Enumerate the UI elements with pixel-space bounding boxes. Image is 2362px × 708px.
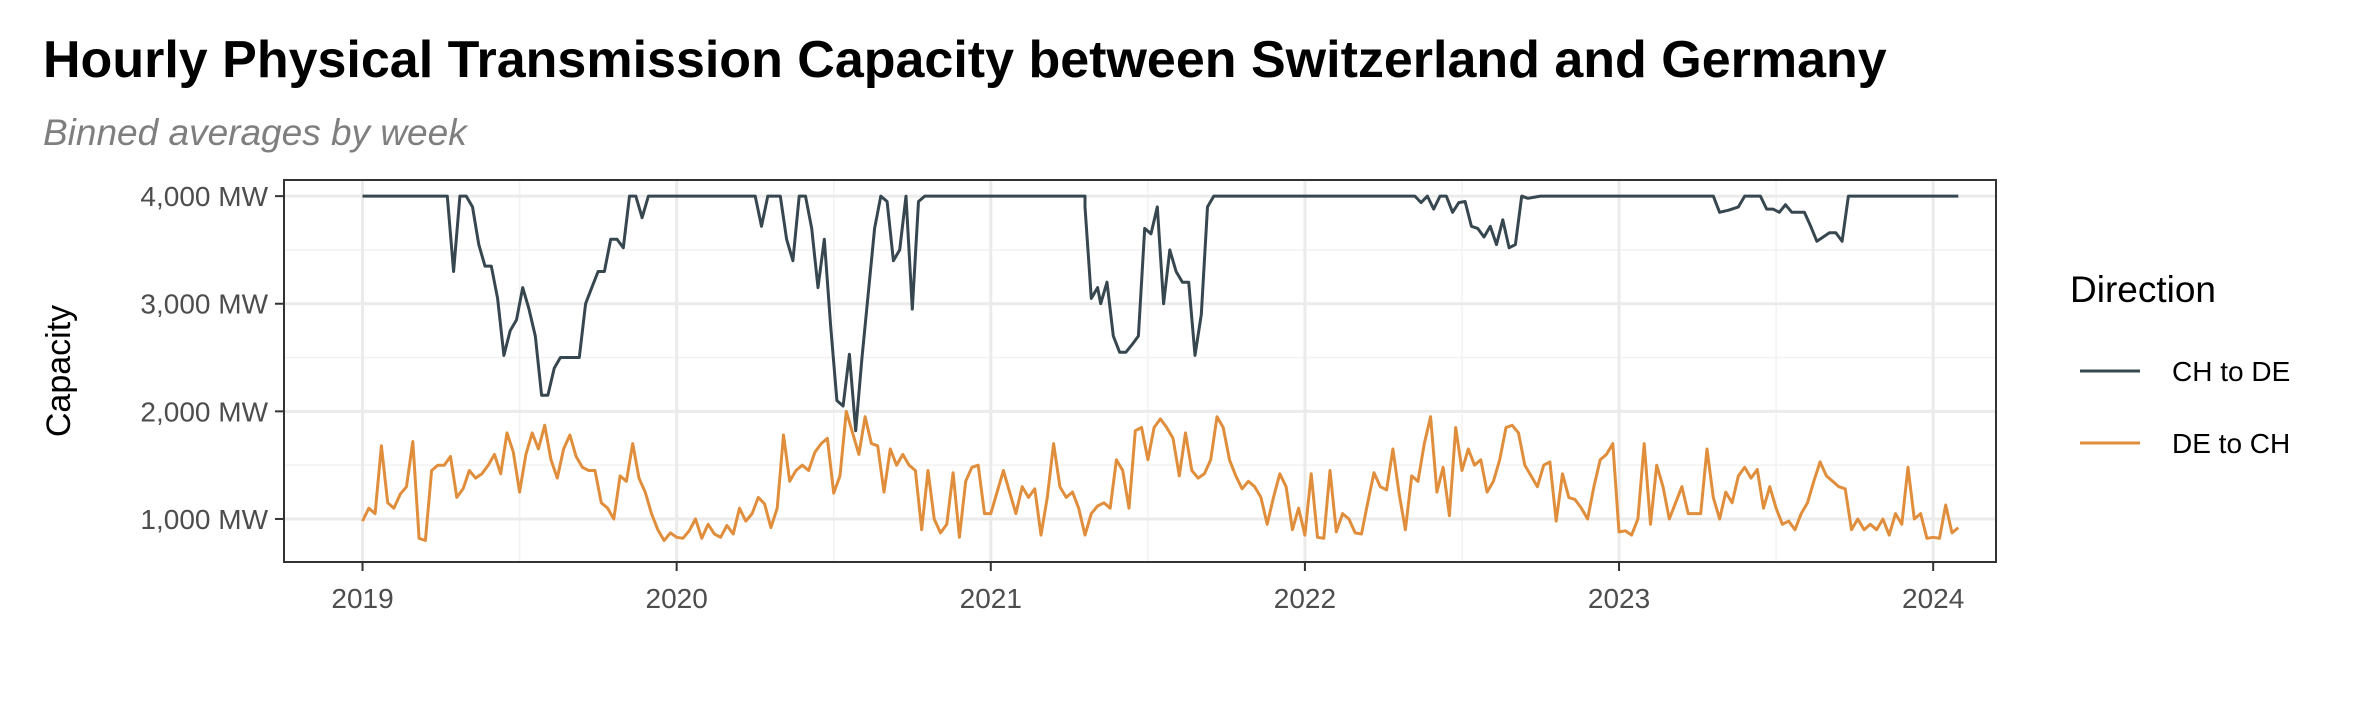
plot-background: [284, 180, 1996, 562]
x-tick-label: 2024: [1902, 583, 1964, 614]
plot-panel-border: [283, 179, 1997, 563]
legend-title: Direction: [2070, 269, 2216, 310]
series-layer: [361, 194, 1960, 542]
y-tick-label: 2,000 MW: [140, 396, 268, 427]
y-axis: 1,000 MW 2,000 MW 3,000 MW 4,000 MW: [140, 181, 284, 535]
y-tick-label: 3,000 MW: [140, 289, 268, 320]
x-tick-label: 2023: [1588, 583, 1650, 614]
chart-title: Hourly Physical Transmission Capacity be…: [43, 31, 1887, 89]
y-tick-label: 1,000 MW: [140, 504, 268, 535]
legend-label: CH to DE: [2172, 356, 2290, 387]
x-axis: 2019 2020 2021 2022 2023 2024: [331, 562, 1964, 614]
legend: Direction CH to DE DE to CH: [2070, 269, 2290, 459]
chart-subtitle: Binned averages by week: [43, 112, 467, 153]
series-line-ch-to-de: [362, 194, 1959, 433]
x-tick-label: 2020: [646, 583, 708, 614]
x-tick-label: 2022: [1274, 583, 1336, 614]
minor-grid: [284, 180, 1996, 562]
y-tick-label: 4,000 MW: [140, 181, 268, 212]
legend-label: DE to CH: [2172, 428, 2290, 459]
x-tick-label: 2019: [331, 583, 393, 614]
y-axis-title: Capacity: [40, 305, 78, 437]
series-line-de-to-ch: [361, 409, 1960, 542]
x-tick-label: 2021: [960, 583, 1022, 614]
